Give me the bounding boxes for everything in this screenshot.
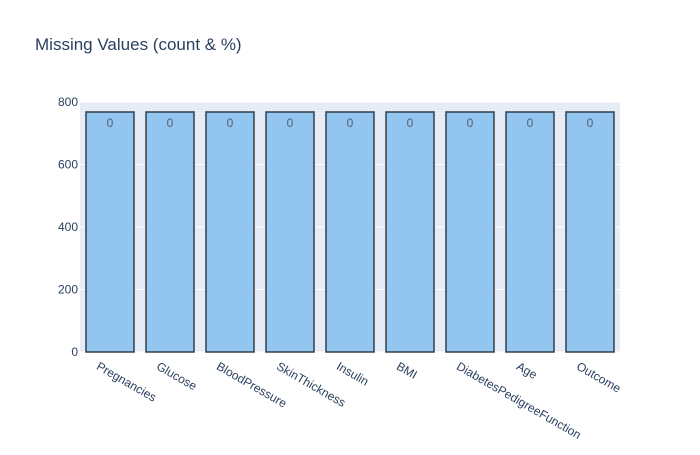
x-tick-label: Pregnancies — [94, 359, 159, 404]
data-label: 0 — [587, 116, 594, 130]
data-label: 0 — [107, 116, 114, 130]
bars — [85, 111, 615, 353]
data-label: 0 — [347, 116, 354, 130]
x-tick-label: Insulin — [334, 359, 371, 388]
data-label: 0 — [227, 116, 234, 130]
data-label: 0 — [167, 116, 174, 130]
bar-pregnancies — [85, 111, 135, 353]
y-tick-label: 600 — [58, 158, 78, 172]
bar-bloodpressure — [205, 111, 255, 353]
x-tick-label: Outcome — [574, 359, 623, 396]
data-label: 0 — [467, 116, 474, 130]
bar-outcome — [565, 111, 615, 353]
y-tick-label: 0 — [71, 345, 78, 359]
y-tick-label: 200 — [58, 283, 78, 297]
data-label: 0 — [287, 116, 294, 130]
data-labels: 0 0 0 0 0 0 0 0 0 — [107, 116, 594, 130]
data-label: 0 — [527, 116, 534, 130]
bar-bmi — [385, 111, 435, 353]
y-tick-label: 400 — [58, 220, 78, 234]
bar-age — [505, 111, 555, 353]
bar-skinthickness — [265, 111, 315, 353]
chart-title: Missing Values (count & %) — [35, 35, 242, 54]
x-tick-label: BMI — [394, 359, 419, 382]
bar-glucose — [145, 111, 195, 353]
y-tick-label: 800 — [58, 95, 78, 109]
x-tick-label: Glucose — [154, 359, 199, 393]
y-axis: 0 200 400 600 800 — [58, 95, 78, 359]
bar-insulin — [325, 111, 375, 353]
data-label: 0 — [407, 116, 414, 130]
x-tick-label: Age — [514, 359, 540, 382]
bar-diabetespedigreefunction — [445, 111, 495, 353]
